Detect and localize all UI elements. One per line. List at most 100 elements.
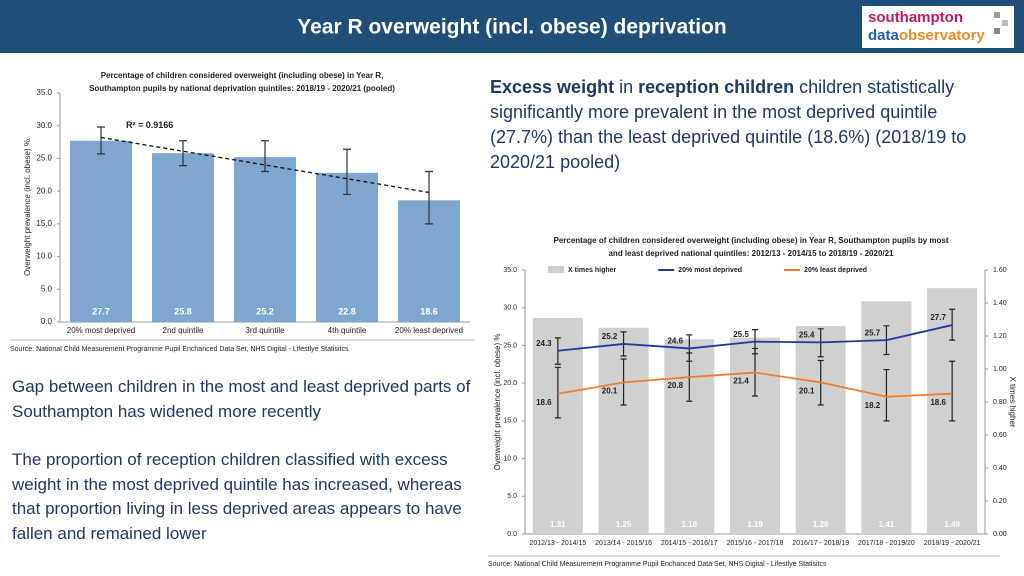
y-tick-label: 5.0 xyxy=(507,493,517,500)
y2-axis-label: X times higher xyxy=(1008,376,1017,427)
value-label: 25.7 xyxy=(865,328,881,337)
value-label: 1.18 xyxy=(681,520,697,529)
y-tick-label: 30.0 xyxy=(36,121,52,130)
value-label: 18.2 xyxy=(865,401,881,410)
value-label: 1.25 xyxy=(616,520,632,529)
value-label: 21.4 xyxy=(733,377,749,386)
line xyxy=(557,324,953,352)
y2-tick-label: 1.00 xyxy=(993,366,1007,373)
x-tick-label: 20% least deprived xyxy=(395,326,463,335)
y2-tick-label: 1.40 xyxy=(993,300,1007,307)
value-label: 25.8 xyxy=(174,306,192,316)
chart-title: Percentage of children considered overwe… xyxy=(553,236,948,245)
chart-title: Percentage of children considered overwe… xyxy=(101,71,384,80)
value-label: 20.1 xyxy=(602,386,618,395)
value-label: 22.8 xyxy=(338,306,356,316)
note: Gap between children in the most and lea… xyxy=(12,377,471,421)
y2-tick-label: 0.20 xyxy=(993,498,1007,505)
source: Source: National Child Measurement Progr… xyxy=(10,346,349,353)
y-tick-label: 20.0 xyxy=(36,186,52,195)
x-tick-label: 2014/15 - 2016/17 xyxy=(661,540,718,547)
error-bar xyxy=(883,368,890,422)
logo-text: observatory xyxy=(899,27,986,44)
x-tick-label: 2013/14 - 2015/16 xyxy=(595,540,652,547)
x-tick-label: 2018/19 - 2020/21 xyxy=(924,540,981,547)
value-label: 18.6 xyxy=(536,398,552,407)
logo-box xyxy=(862,6,1014,48)
logo-text: southampton xyxy=(868,9,963,26)
summary-run: in xyxy=(614,77,639,97)
y-tick-label: 10.0 xyxy=(503,455,517,462)
y-axis-label: Overweight prevalence (incl. obese) % xyxy=(493,334,502,471)
y-tick-label: 15.0 xyxy=(503,418,517,425)
value-label: 1.41 xyxy=(879,520,895,529)
y-tick-label: 0.0 xyxy=(41,317,53,326)
y-tick-label: 30.0 xyxy=(503,305,517,312)
notes: Gap between children in the most and lea… xyxy=(12,375,490,570)
y-tick-label: 35.0 xyxy=(503,267,517,274)
header-title: Year R overweight (incl. obese) deprivat… xyxy=(297,16,726,39)
chart-title: and least deprived national quintiles: 2… xyxy=(608,249,894,258)
bar xyxy=(234,157,296,322)
x-tick-label: 2015/16 - 2017/18 xyxy=(727,540,784,547)
summary-run: children statistically significantly mor… xyxy=(490,77,967,172)
r-squared: R² = 0.9166 xyxy=(126,120,173,130)
logo-mark xyxy=(994,12,1008,34)
bar xyxy=(316,172,378,322)
y-tick-label: 5.0 xyxy=(41,284,53,293)
y-tick-label: 0.0 xyxy=(507,531,517,538)
y2-tick-label: 0.60 xyxy=(993,432,1007,439)
value-label: 18.6 xyxy=(420,306,438,316)
error-bar xyxy=(261,140,269,173)
y-tick-label: 15.0 xyxy=(36,219,52,228)
error-bar xyxy=(97,126,105,155)
legend-swatch xyxy=(548,266,564,273)
error-bar xyxy=(179,140,187,167)
source: Source: National Child Measurement Progr… xyxy=(488,561,827,568)
y2-tick-label: 0.40 xyxy=(993,465,1007,472)
error-bar xyxy=(425,170,433,225)
y-tick-label: 25.0 xyxy=(503,342,517,349)
x-tick-label: 2016/17 - 2018/19 xyxy=(792,540,849,547)
note: The proportion of reception children cla… xyxy=(12,450,462,543)
x-tick-label: 3rd quintile xyxy=(245,326,285,335)
y-tick-label: 35.0 xyxy=(36,88,52,97)
legend-label: 20% least deprived xyxy=(804,267,867,274)
y2-tick-label: 1.60 xyxy=(993,267,1007,274)
y-axis-label: Overweight prevalence (incl. obese) % xyxy=(23,139,32,276)
y-tick-label: 25.0 xyxy=(36,154,52,163)
value-label: 25.2 xyxy=(256,306,274,316)
x-tick-label: 2012/13 - 2014/15 xyxy=(529,540,586,547)
summary-run: Excess weight xyxy=(490,77,615,97)
summary-run: reception children xyxy=(638,77,795,97)
legend-label: X times higher xyxy=(568,267,617,274)
value-label: 27.7 xyxy=(930,313,946,322)
value-label: 18.6 xyxy=(930,398,946,407)
logo-text: dataobservatory xyxy=(868,27,985,44)
legend-label: 20% most deprived xyxy=(678,267,742,274)
value-label: 27.7 xyxy=(92,306,110,316)
chart-title: Southampton pupils by national deprivati… xyxy=(89,84,395,93)
error-bar xyxy=(554,337,561,365)
error-bar xyxy=(949,360,956,422)
value-label: 1.26 xyxy=(813,520,829,529)
y-tick-label: 10.0 xyxy=(36,252,52,261)
summary: Excess weight in reception children chil… xyxy=(490,75,990,175)
x-tick-label: 20% most deprived xyxy=(67,326,135,335)
line xyxy=(557,371,953,398)
value-label: 20.8 xyxy=(667,381,683,390)
value-label: 25.4 xyxy=(799,331,815,340)
error-bar xyxy=(343,148,351,196)
bar xyxy=(152,153,214,322)
x-tick-label: 2017/18 - 2019/20 xyxy=(858,540,915,547)
y-tick-label: 20.0 xyxy=(503,380,517,387)
x-tick-label: 4th quintile xyxy=(328,326,367,335)
header-bar xyxy=(0,0,1024,53)
value-label: 20.1 xyxy=(799,386,815,395)
value-label: 24.6 xyxy=(667,337,683,346)
value-label: 25.2 xyxy=(602,332,618,341)
value-label: 25.5 xyxy=(733,330,749,339)
error-bar xyxy=(554,366,561,419)
